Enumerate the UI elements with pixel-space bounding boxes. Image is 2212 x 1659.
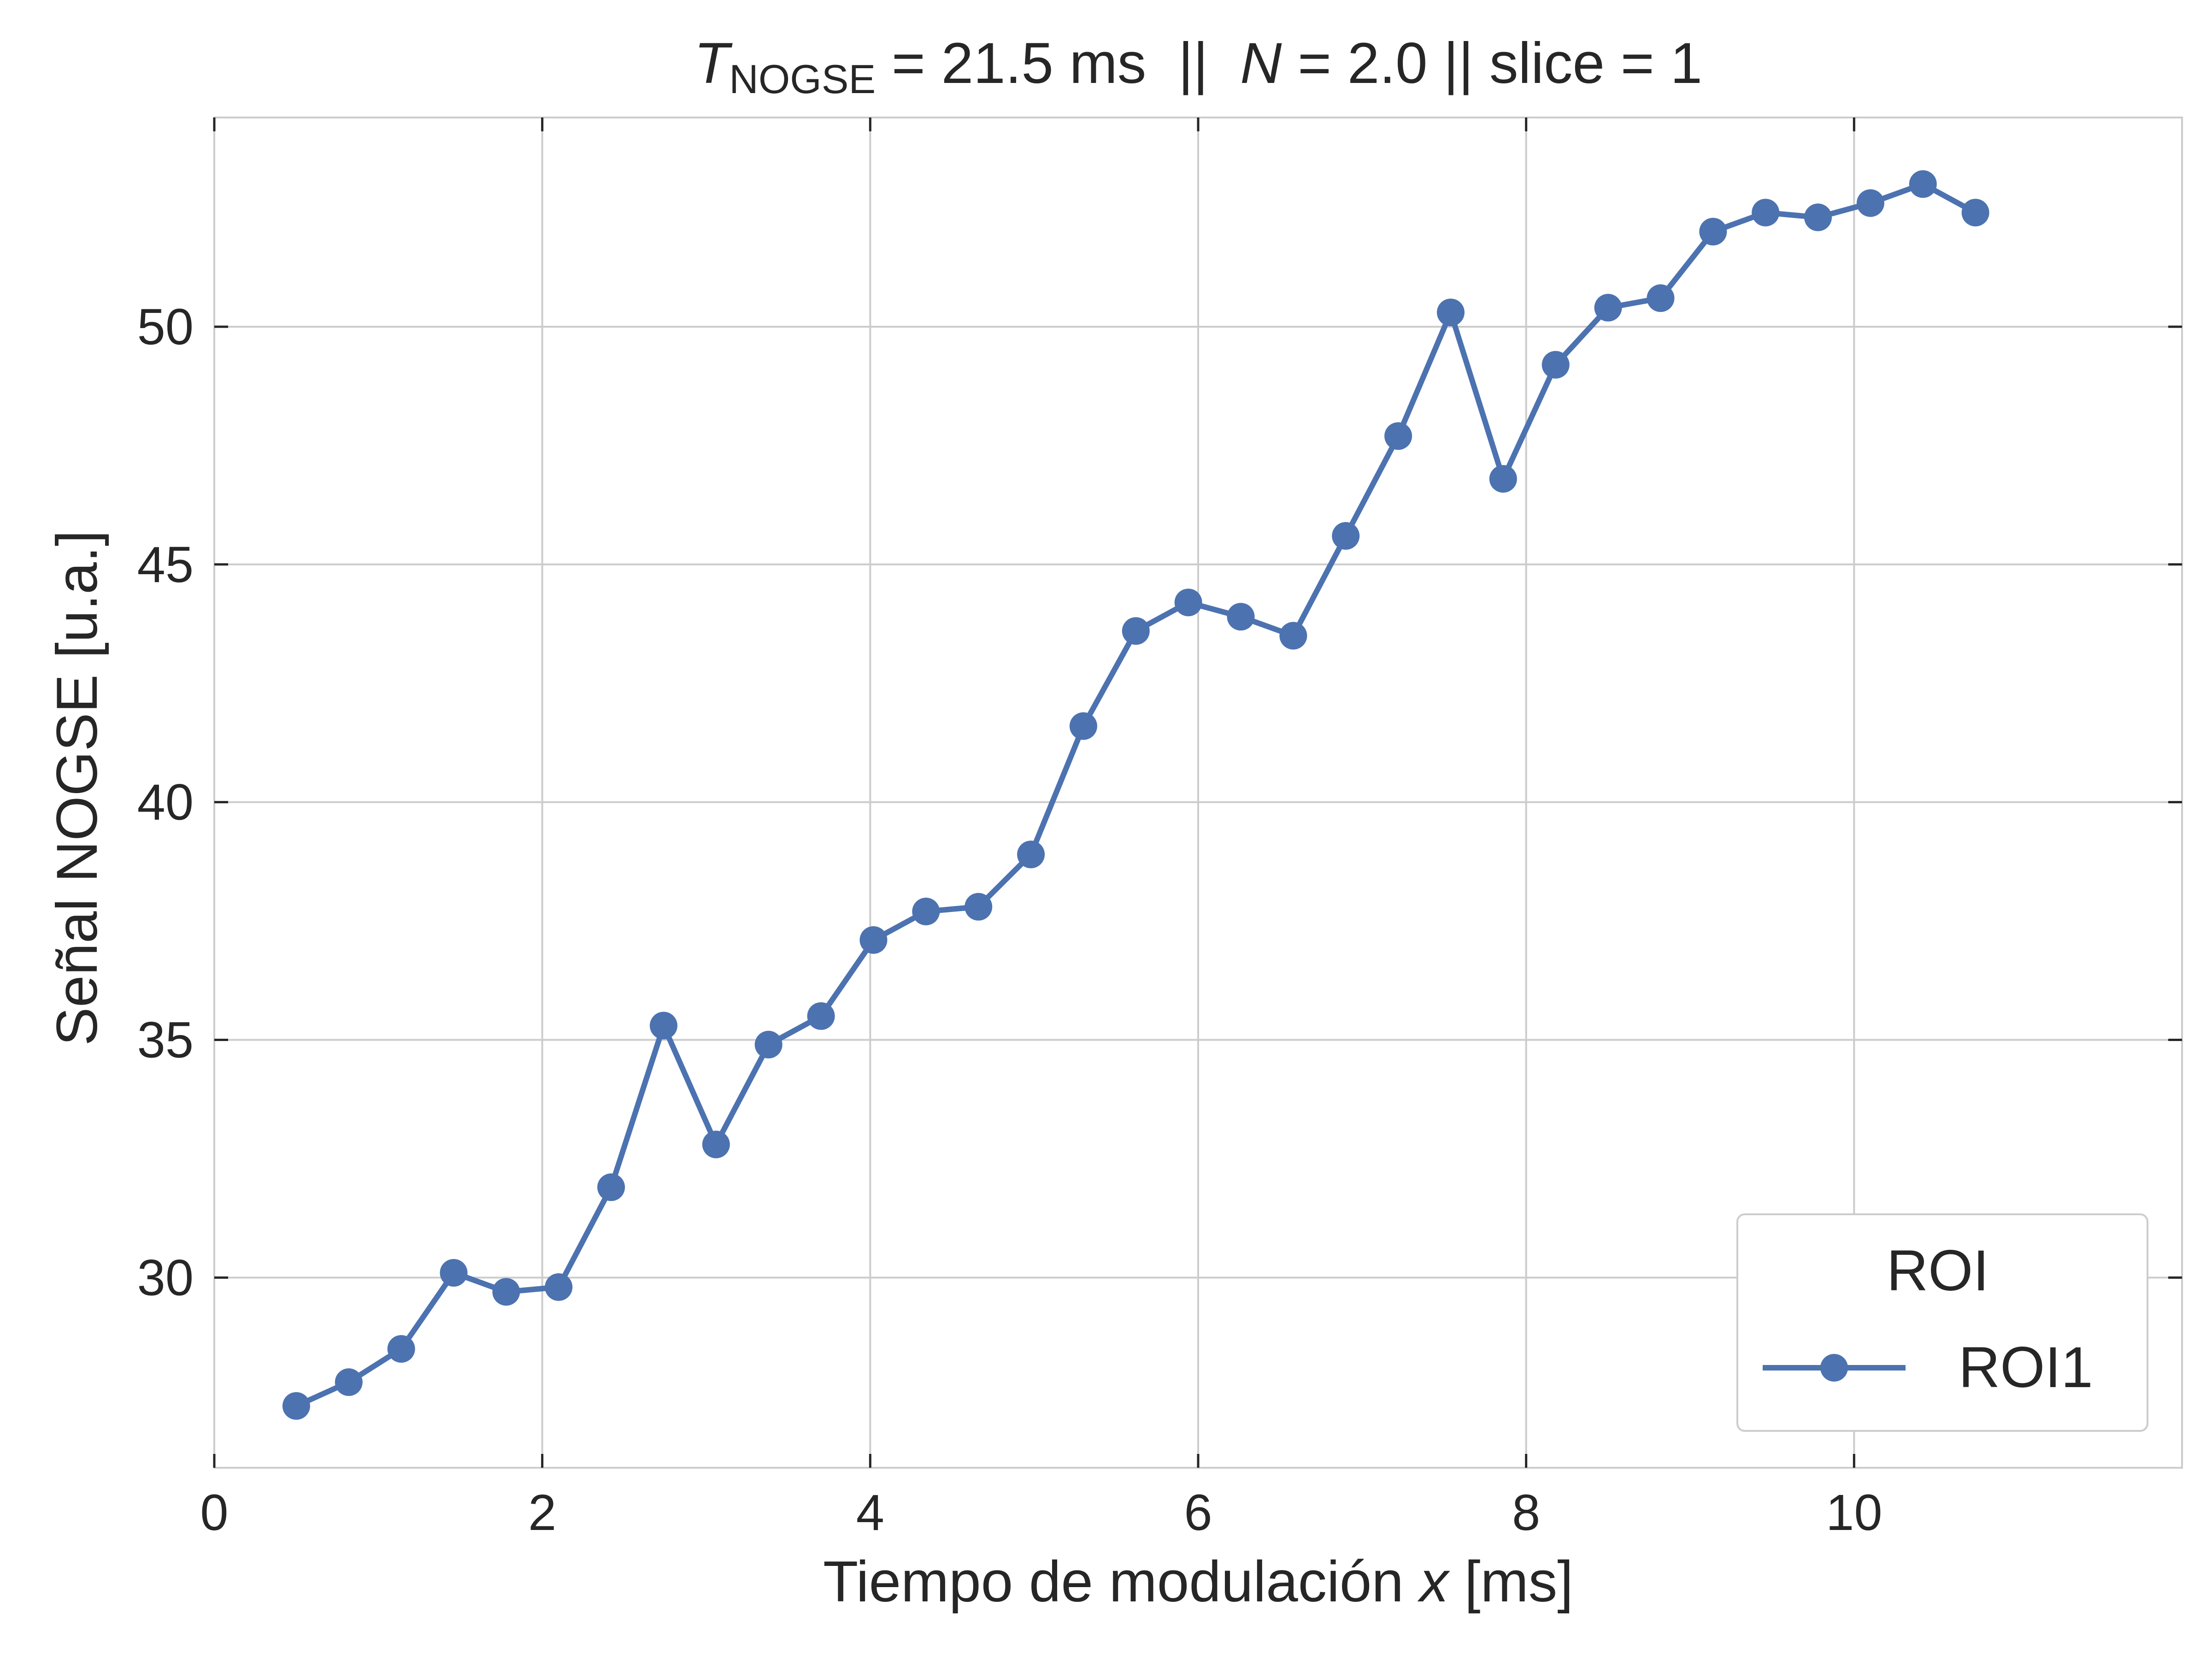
legend-title: ROI (1887, 1239, 1989, 1303)
data-point (1332, 522, 1360, 550)
data-point (1804, 203, 1832, 231)
data-point (1541, 351, 1570, 379)
data-point (1227, 603, 1255, 631)
y-tick-label: 35 (137, 1012, 194, 1068)
x-tick-label: 2 (528, 1484, 556, 1541)
x-axis-label-prefix: Tiempo de modulación (823, 1550, 1420, 1614)
data-point (545, 1273, 573, 1301)
data-point (1174, 588, 1202, 617)
data-point (1489, 465, 1517, 493)
data-point (1436, 298, 1465, 326)
y-axis-label: Señal NOGSE [u.a.] (45, 530, 109, 1046)
y-tick-label: 30 (137, 1249, 194, 1306)
data-point (1069, 712, 1097, 740)
data-point (597, 1173, 625, 1201)
data-point (807, 1002, 835, 1030)
x-tick-label: 8 (1512, 1484, 1540, 1541)
x-tick-label: 4 (856, 1484, 884, 1541)
x-axis-label: Tiempo de modulación x [ms] (823, 1550, 1573, 1614)
data-point (1961, 199, 1989, 227)
data-point (1594, 294, 1622, 322)
data-point (1752, 199, 1780, 227)
data-point (440, 1259, 468, 1287)
x-axis-label-var: x (1418, 1550, 1451, 1614)
x-tick-label: 0 (200, 1484, 228, 1541)
title-rest: = 2.0 || slice = 1 (1282, 31, 1702, 95)
x-axis-label-suffix: [ms] (1448, 1550, 1573, 1614)
y-tick-label: 45 (137, 536, 194, 593)
data-point (335, 1368, 363, 1396)
axis-ticks: 0 2 4 6 8 10 30 35 40 45 50 (137, 118, 2182, 1541)
data-point (1856, 189, 1884, 217)
data-point (754, 1030, 782, 1059)
data-point (859, 926, 888, 954)
y-tick-label: 50 (137, 299, 194, 355)
legend-label-roi1: ROI1 (1959, 1335, 2093, 1400)
data-point (1384, 422, 1412, 450)
chart-title: TNOGSE = 21.5 ms || N = 2.0 || slice = 1 (694, 31, 1702, 102)
title-t-value: = 21.5 ms || (876, 31, 1240, 95)
data-series (282, 170, 1989, 1420)
title-n-symbol: N (1240, 31, 1282, 95)
x-tick-label: 10 (1826, 1484, 1882, 1541)
data-point (1279, 622, 1307, 650)
data-point (492, 1278, 520, 1306)
grid (213, 118, 2182, 1468)
title-t-subscript: NOGSE (729, 56, 876, 102)
data-point (912, 897, 940, 925)
data-point (1122, 617, 1150, 645)
data-point (1647, 284, 1675, 312)
data-point (387, 1335, 415, 1363)
legend: ROI ROI1 (1736, 1213, 2148, 1432)
data-point (1909, 170, 1937, 198)
data-point (1699, 218, 1727, 246)
data-point (649, 1012, 677, 1040)
x-tick-label: 6 (1184, 1484, 1212, 1541)
title-t-symbol: T (694, 31, 733, 95)
data-point (702, 1130, 730, 1159)
data-point (965, 893, 993, 921)
data-point (282, 1392, 310, 1420)
y-tick-label: 40 (137, 774, 194, 831)
data-point (1017, 841, 1045, 869)
legend-dot-marker (1820, 1354, 1848, 1382)
